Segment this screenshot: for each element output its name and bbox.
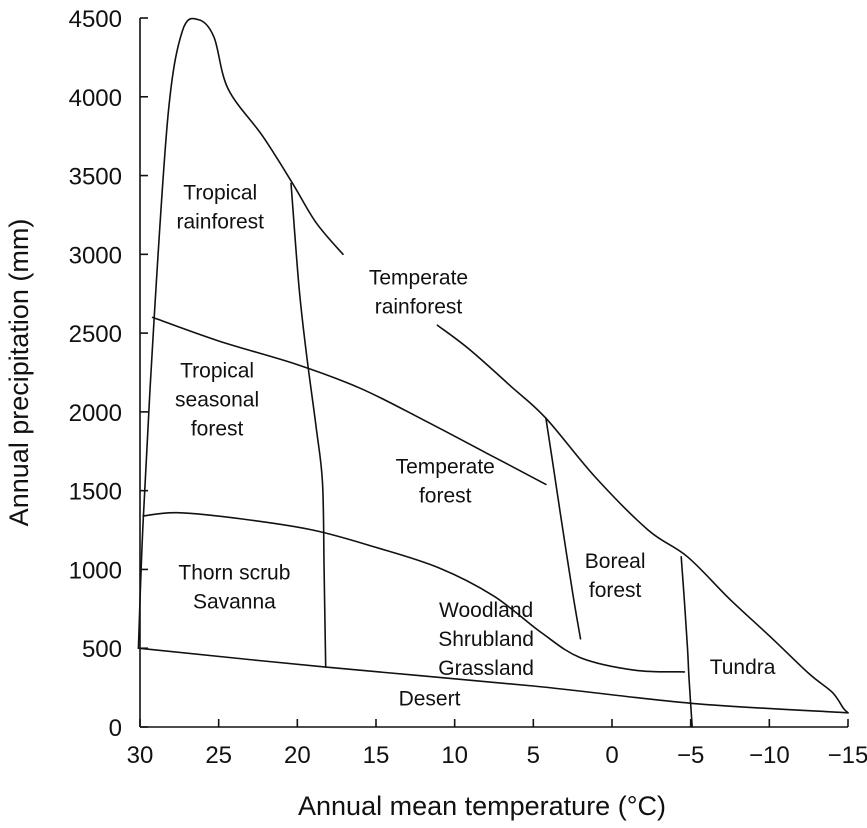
region-label-thorn-scrub-savanna: Thorn scrub Savanna xyxy=(178,561,290,613)
x-tick-label: 10 xyxy=(441,742,468,769)
y-tick-label: 1000 xyxy=(69,557,122,584)
ticks: 0 500 1000 1500 2000 2500 3000 3500 4000 4500 30 25… xyxy=(69,6,867,769)
y-tick-label: 2500 xyxy=(69,321,122,348)
x-tick-label: −15 xyxy=(828,742,867,769)
y-tick-label: 2000 xyxy=(69,400,122,427)
y-tick-label: 1500 xyxy=(69,479,122,506)
biome-boundaries xyxy=(137,17,849,728)
x-axis-title: Annual mean temperature (°C) xyxy=(298,791,666,821)
region-label-tropical-rainforest: Tropical rainforest xyxy=(176,182,264,234)
region-label-tundra: Tundra xyxy=(710,656,776,679)
region-label-desert: Desert xyxy=(399,688,461,711)
x-tick-label: 25 xyxy=(205,742,232,769)
region-label-temperate-rainforest: Temperate rainforest xyxy=(369,267,468,319)
x-tick-label: 15 xyxy=(363,742,390,769)
y-tick-label: 3000 xyxy=(69,242,122,269)
biome-labels: Tropical rainforest Temperate rainforest Tro… xyxy=(175,182,776,711)
y-tick-label: 0 xyxy=(109,715,122,742)
boundary-boreal-tundra-divide xyxy=(680,556,693,728)
boundary-outer-envelope-lower xyxy=(436,324,849,714)
x-tick-label: 5 xyxy=(527,742,540,769)
region-label-boreal-forest: Boreal forest xyxy=(585,550,646,602)
y-tick-label: 500 xyxy=(82,636,122,663)
boundary-outer-envelope xyxy=(137,17,344,649)
x-tick-label: 20 xyxy=(284,742,311,769)
region-label-tropical-seasonal-forest: Tropical seasonal forest xyxy=(175,359,259,440)
x-tick-label: −5 xyxy=(677,742,704,769)
y-tick-label: 3500 xyxy=(69,164,122,191)
region-label-temperate-forest: Temperate forest xyxy=(396,456,495,508)
x-tick-label: −10 xyxy=(749,742,790,769)
boundary-tropical-temperate-divide xyxy=(290,182,327,668)
boundary-temperate-boreal-divide xyxy=(545,417,582,640)
x-tick-label: 0 xyxy=(605,742,618,769)
y-axis-title: Annual precipitation (mm) xyxy=(4,219,34,527)
boundary-desert-top xyxy=(137,647,849,714)
region-label-woodland-shrubland-grassland: Woodland Shrubland Grassland xyxy=(438,599,534,680)
y-tick-label: 4500 xyxy=(69,6,122,33)
y-tick-label: 4000 xyxy=(69,85,122,112)
x-tick-label: 30 xyxy=(127,742,154,769)
boundary-tropical-forest-upper xyxy=(151,316,547,486)
boundary-woodland-top xyxy=(142,511,686,673)
